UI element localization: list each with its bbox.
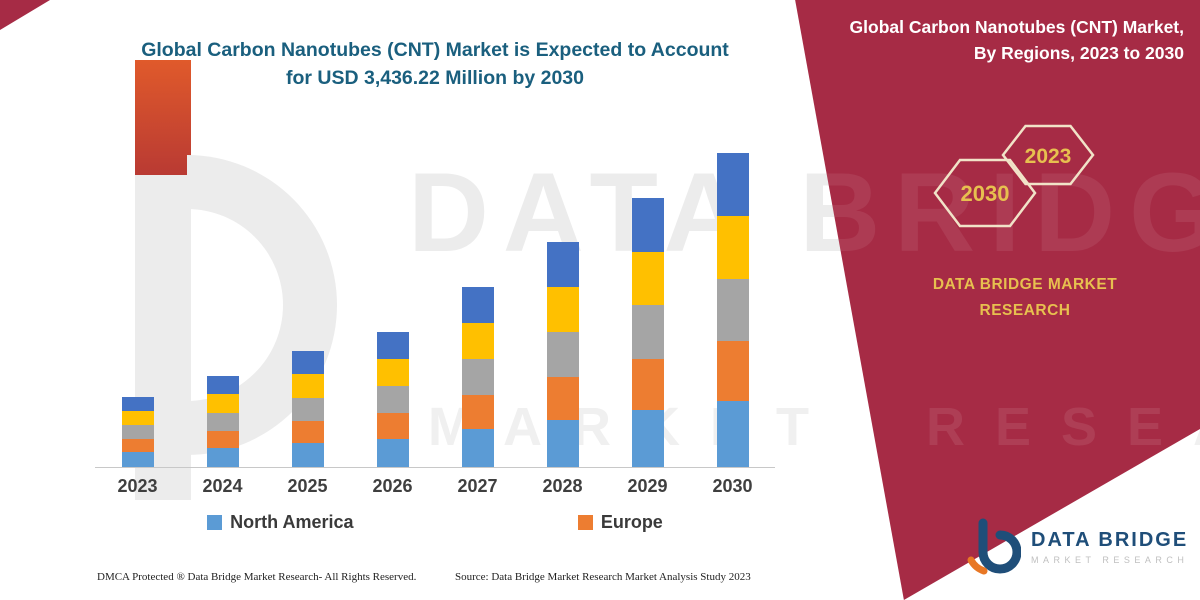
panel-heading: Global Carbon Nanotubes (CNT) Market, By…: [844, 14, 1184, 67]
bar-segment: [376, 438, 409, 467]
databridge-logo: DATA BRIDGE MARKET RESEARCH: [965, 518, 1188, 576]
bar-2026: [376, 332, 409, 467]
bar-segment: [546, 376, 579, 420]
bar-2024: [206, 376, 239, 467]
bar-2029: [631, 197, 664, 467]
bar-segment: [206, 394, 239, 413]
databridge-logo-text: DATA BRIDGE MARKET RESEARCH: [1031, 529, 1188, 565]
legend-item-europe: Europe: [577, 512, 663, 533]
bar-segment: [291, 397, 324, 421]
chart-title: Global Carbon Nanotubes (CNT) Market is …: [95, 36, 775, 93]
bar-segment: [631, 305, 664, 360]
bar-segment: [716, 278, 749, 342]
bar-segment: [291, 374, 324, 398]
bar-segment: [206, 376, 239, 395]
bar-2030: [716, 153, 749, 467]
bar-segment: [716, 401, 749, 467]
x-axis-label: 2027: [457, 476, 498, 496]
bar-segment: [291, 420, 324, 443]
bar-segment: [121, 425, 154, 440]
bar-segment: [631, 197, 664, 252]
bar-segment: [121, 452, 154, 467]
panel-heading-line1: Global Carbon Nanotubes (CNT) Market,: [849, 17, 1184, 37]
bar-segment: [376, 413, 409, 439]
corner-accent-triangle: [0, 0, 50, 30]
year-hexagons: 2030 2023: [933, 124, 1095, 228]
chart-legend: North America Europe: [95, 512, 775, 533]
chart-title-line1: Global Carbon Nanotubes (CNT) Market is …: [141, 39, 729, 61]
hexagon-year-left: 2030: [961, 181, 1010, 206]
x-axis-label: 2029: [627, 476, 668, 496]
bar-2025: [291, 351, 324, 467]
bar-segment: [206, 447, 239, 467]
bar-segment: [376, 359, 409, 387]
x-axis-labels: 2023 2024 2025 2026 2027 2028 2029 2030: [95, 476, 775, 497]
x-axis-label: 2030: [712, 476, 753, 496]
x-axis-label: 2025: [287, 476, 328, 496]
side-panel: DATA BRIDGE MARKET RESEARCH Global Carbo…: [795, 0, 1200, 600]
bar-segment: [291, 351, 324, 375]
bar-segment: [376, 332, 409, 360]
watermark-logo-d: [135, 60, 345, 505]
bar-segment: [631, 359, 664, 411]
x-axis-label: 2023: [117, 476, 158, 496]
legend-swatch: [577, 515, 593, 530]
bar-segment: [206, 430, 239, 448]
bar-segment: [546, 331, 579, 377]
legend-item-north-america: North America: [207, 512, 354, 533]
logo-title: DATA BRIDGE: [1031, 529, 1189, 551]
bar-segment: [546, 241, 579, 287]
footer-source-text: Source: Data Bridge Market Research Mark…: [455, 571, 751, 583]
bar-segment: [121, 439, 154, 453]
bar-segment: [461, 394, 494, 430]
bar-2028: [546, 241, 579, 467]
bar-segment: [716, 153, 749, 216]
logo-swoosh-blue: [978, 518, 1021, 574]
legend-swatch: [207, 515, 223, 530]
panel-watermark-brand-text: DATA BRIDGE: [795, 150, 1200, 275]
hexagon-2023: [1001, 124, 1095, 186]
x-axis-label: 2028: [542, 476, 583, 496]
bar-segment: [461, 358, 494, 395]
bar-segment: [716, 215, 749, 279]
logo-subtitle: MARKET RESEARCH: [1031, 555, 1189, 565]
legend-label: North America: [230, 512, 354, 532]
bar-segment: [716, 341, 749, 402]
bar-segment: [206, 412, 239, 431]
panel-brand-line1: DATA BRIDGE MARKET: [932, 276, 1118, 293]
bar-segment: [546, 286, 579, 332]
chart-title-line2: for USD 3,436.22 Million by 2030: [285, 67, 585, 90]
logo-swoosh-orange: [967, 556, 988, 575]
bar-2027: [461, 286, 494, 467]
panel-brand-text: DATA BRIDGE MARKET RESEARCH: [910, 272, 1140, 325]
bar-segment: [461, 429, 494, 467]
bar-segment: [291, 442, 324, 467]
bar-segment: [631, 410, 664, 467]
plot-area: [95, 153, 775, 468]
bar-segment: [121, 411, 154, 426]
bar-segment: [631, 251, 664, 306]
bar-segment: [376, 386, 409, 414]
hexagon-year-right: 2023: [1025, 145, 1072, 168]
panel-heading-line2: By Regions, 2023 to 2030: [973, 43, 1184, 64]
bar-segment: [461, 286, 494, 323]
databridge-logo-mark: [967, 518, 1021, 575]
hexagon-2030: [933, 158, 1037, 228]
bar-segment: [121, 397, 154, 412]
x-axis-label: 2024: [202, 476, 243, 496]
bar-segment: [461, 322, 494, 359]
footer-dmca-text: DMCA Protected ® Data Bridge Market Rese…: [97, 571, 417, 583]
x-axis-label: 2026: [372, 476, 413, 496]
bar-2023: [121, 397, 154, 467]
bar-segment: [546, 419, 579, 467]
watermark-d-accent: [135, 60, 191, 175]
panel-brand-line2: RESEARCH: [979, 302, 1071, 320]
legend-label: Europe: [600, 512, 663, 532]
